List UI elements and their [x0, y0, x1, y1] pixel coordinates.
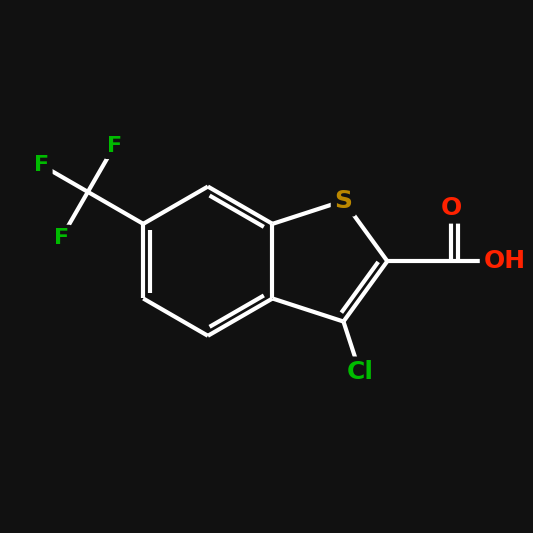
- Text: OH: OH: [483, 249, 526, 273]
- Text: Cl: Cl: [346, 360, 374, 384]
- Text: S: S: [335, 189, 352, 213]
- Text: F: F: [54, 228, 69, 248]
- Text: O: O: [441, 196, 462, 220]
- Text: F: F: [107, 136, 122, 156]
- Text: F: F: [34, 155, 49, 175]
